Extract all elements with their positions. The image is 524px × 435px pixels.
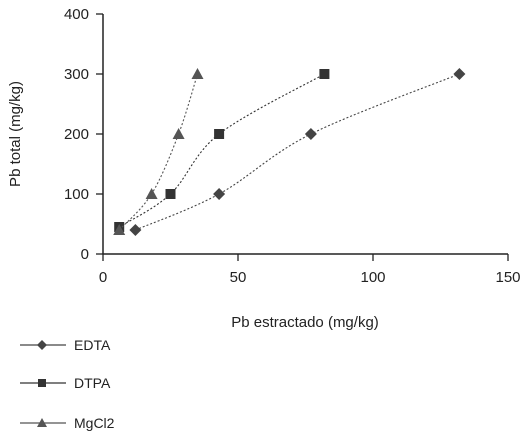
data-point-dtpa	[319, 69, 330, 79]
y-tick-label: 0	[81, 246, 89, 263]
y-tick-label: 100	[64, 186, 89, 203]
data-point-mgcl2	[145, 188, 158, 199]
data-point-dtpa	[165, 189, 176, 199]
series-mgcl2	[113, 68, 204, 235]
legend-marker-edta	[37, 340, 47, 350]
series-line-mgcl2	[118, 73, 199, 231]
series-edta	[129, 68, 466, 236]
legend-label-dtpa: DTPA	[74, 375, 111, 391]
data-point-edta	[304, 128, 317, 140]
legend-item-edta: EDTA	[20, 337, 111, 353]
series-layer	[113, 68, 466, 236]
y-axis-title: Pb total (mg/kg)	[7, 81, 24, 187]
x-tick-label: 50	[230, 269, 247, 286]
data-point-mgcl2	[172, 128, 185, 139]
series-dtpa	[114, 69, 330, 232]
legend-item-mgcl2: MgCl2	[20, 415, 115, 431]
data-point-edta	[129, 224, 142, 236]
y-tick-label: 200	[64, 126, 89, 143]
legend-marker-mgcl2	[37, 418, 47, 427]
axis-ticks: 0 100 200 300 400 0 50 100 150	[64, 6, 521, 286]
series-line-edta	[135, 73, 460, 231]
legend-label-mgcl2: MgCl2	[74, 415, 115, 431]
legend-label-edta: EDTA	[74, 337, 111, 353]
data-point-mgcl2	[113, 224, 126, 235]
series-line-dtpa	[118, 73, 325, 228]
data-point-edta	[453, 68, 466, 80]
legend-item-dtpa: DTPA	[20, 375, 111, 391]
data-point-edta	[213, 188, 226, 200]
x-axis-title: Pb estractado (mg/kg)	[231, 314, 379, 331]
legend-marker-dtpa	[38, 379, 46, 387]
y-tick-label: 300	[64, 66, 89, 83]
data-point-mgcl2	[191, 68, 204, 79]
data-point-dtpa	[214, 129, 225, 139]
x-tick-label: 0	[99, 269, 107, 286]
x-tick-label: 100	[360, 269, 385, 286]
legend: EDTA DTPA MgCl2	[20, 337, 115, 431]
y-tick-label: 400	[64, 6, 89, 23]
x-tick-label: 150	[495, 269, 520, 286]
